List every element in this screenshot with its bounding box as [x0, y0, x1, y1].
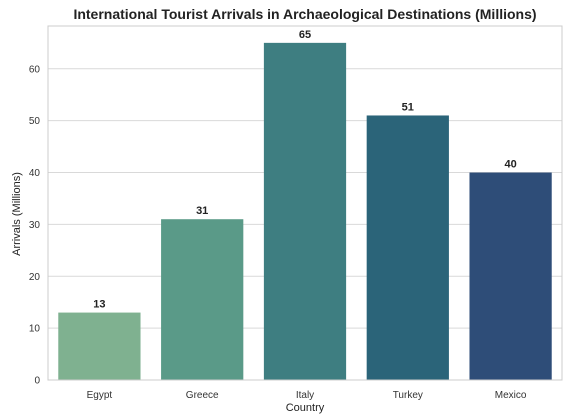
data-label-italy: 65	[299, 29, 311, 41]
x-tick-label-italy: Italy	[296, 390, 314, 401]
bar-egypt	[58, 312, 141, 380]
data-label-turkey: 51	[402, 101, 414, 113]
y-axis-label: Arrivals (Millions)	[11, 172, 23, 256]
y-tick-label: 50	[29, 116, 41, 127]
x-tick-label-greece: Greece	[186, 390, 219, 401]
data-labels: 13 31 65 51 40	[93, 29, 516, 311]
x-tick-label-mexico: Mexico	[495, 390, 527, 401]
data-label-greece: 31	[196, 205, 208, 217]
y-tick-label: 40	[29, 168, 41, 179]
x-axis-ticks: Egypt Greece Italy Turkey Mexico	[87, 390, 527, 401]
chart-title: International Tourist Arrivals in Archae…	[73, 6, 536, 22]
data-label-mexico: 40	[504, 159, 516, 171]
data-label-egypt: 13	[93, 299, 105, 311]
y-tick-label: 20	[29, 272, 41, 283]
bar-greece	[161, 219, 244, 380]
y-tick-label: 60	[29, 64, 41, 75]
x-tick-label-egypt: Egypt	[87, 390, 113, 401]
bars	[58, 42, 552, 380]
y-tick-label: 10	[29, 324, 41, 335]
y-tick-label: 30	[29, 220, 41, 231]
bar-mexico	[469, 172, 552, 380]
x-tick-label-turkey: Turkey	[393, 390, 423, 401]
y-axis-ticks: 0 10 20 30 40 50 60	[29, 64, 41, 386]
y-tick-label: 0	[34, 376, 40, 387]
bar-italy	[263, 42, 347, 380]
bar-turkey	[366, 115, 449, 380]
plot-frame	[47, 25, 563, 381]
x-axis-label: Country	[286, 402, 325, 414]
